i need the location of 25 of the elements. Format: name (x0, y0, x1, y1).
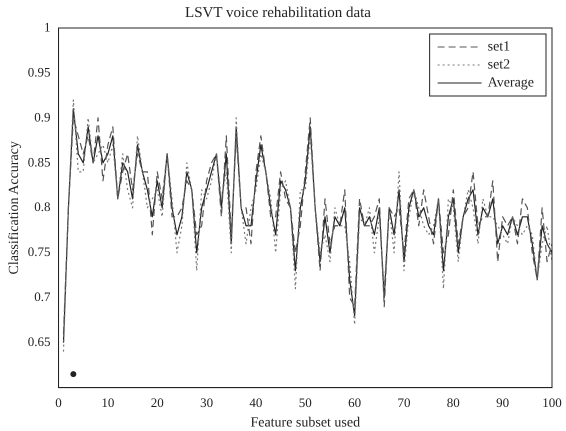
legend-label: Average (488, 76, 534, 91)
y-tick-label: 0.95 (28, 64, 51, 80)
y-tick-label: 0.7 (34, 289, 52, 304)
y-tick-label: 0.9 (34, 109, 51, 124)
y-tick-label: 0.8 (34, 199, 51, 214)
y-tick-label: 0.85 (28, 154, 51, 170)
x-tick-label: 30 (200, 394, 214, 410)
chart-title: LSVT voice rehabilitation data (185, 4, 372, 21)
x-tick-label: 90 (496, 394, 510, 410)
legend-label: set1 (488, 40, 510, 55)
x-tick-label: 20 (150, 394, 164, 410)
x-tick-label: 50 (298, 394, 312, 410)
x-tick-label: 80 (446, 394, 460, 410)
y-tick-label: 0.75 (28, 244, 51, 260)
x-tick-label: 60 (348, 394, 362, 410)
x-axis-title: Feature subset used (250, 415, 360, 430)
x-tick-label: 10 (101, 394, 114, 410)
x-tick-label: 100 (542, 394, 562, 410)
x-tick-label: 0 (55, 394, 62, 410)
x-tick-label: 70 (397, 394, 410, 410)
x-tick-label: 40 (249, 394, 262, 410)
y-tick-label: 1 (44, 19, 51, 34)
y-axis-title: Classification Accuracy (7, 141, 22, 274)
legend-label: set2 (488, 58, 510, 73)
y-tick-label: 0.65 (28, 334, 51, 350)
